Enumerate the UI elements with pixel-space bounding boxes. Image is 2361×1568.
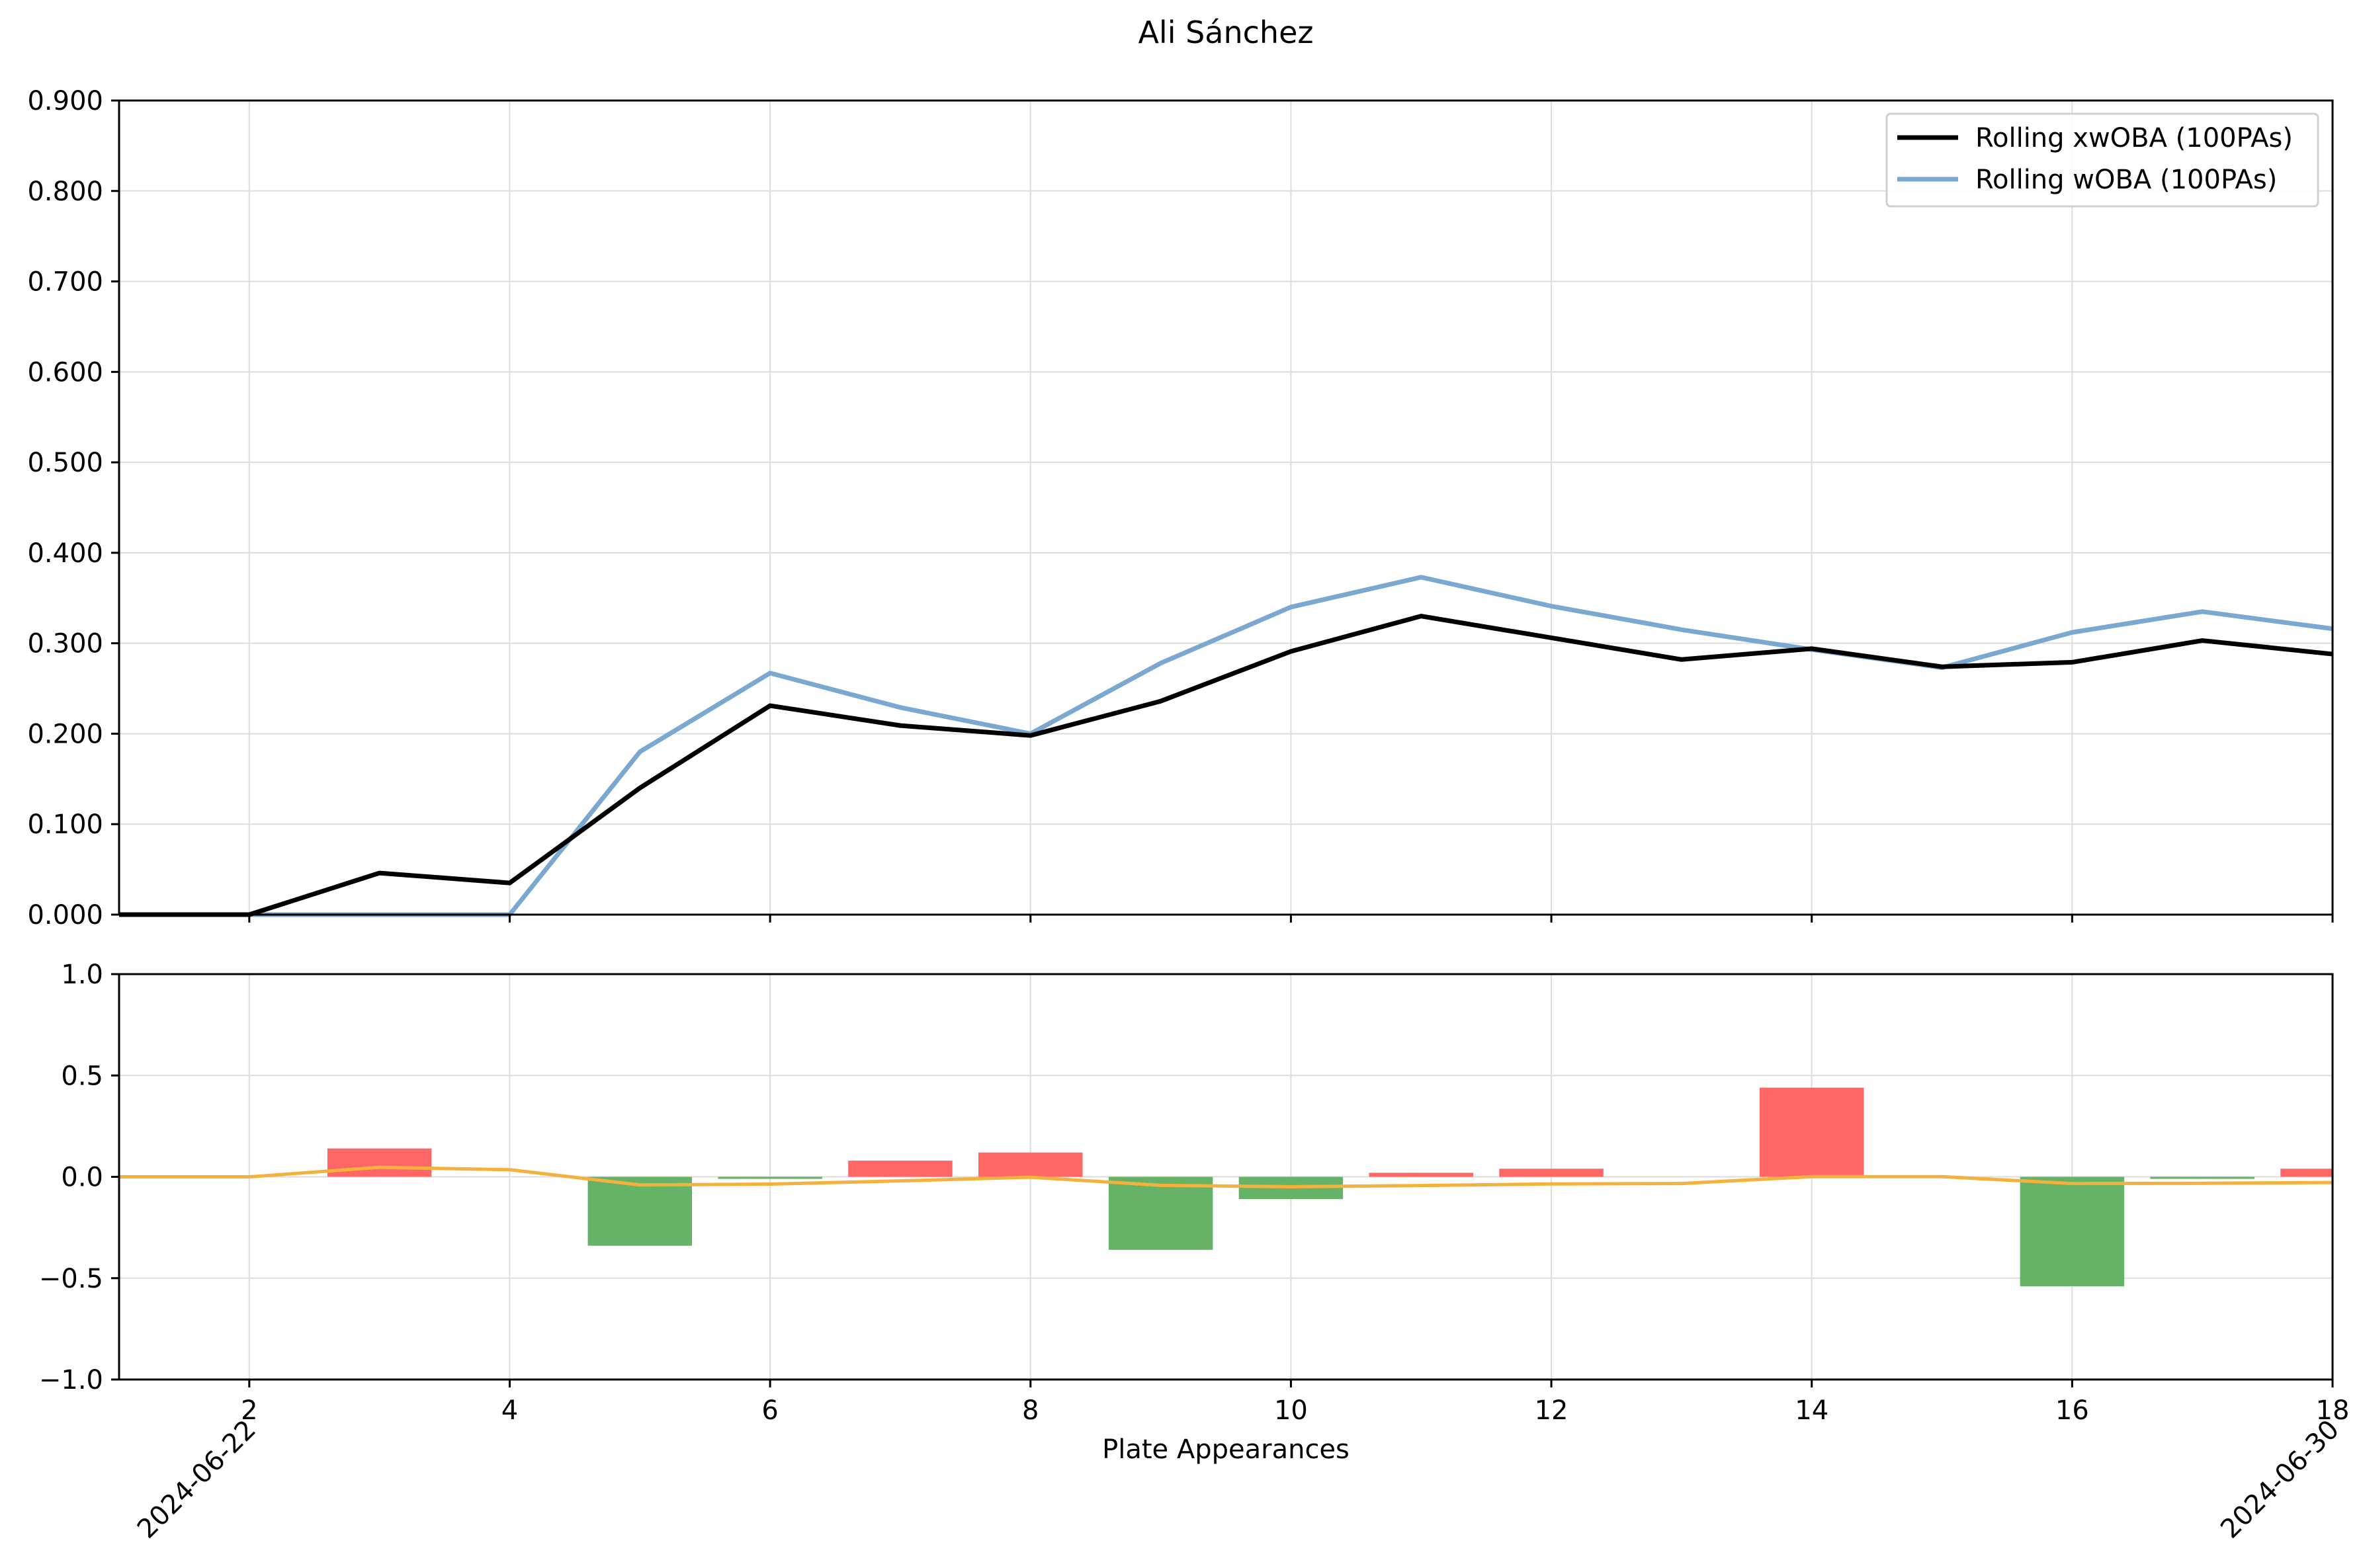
bottom-y-tick-label: −1.0 bbox=[39, 1365, 103, 1395]
difference-bar bbox=[1108, 1176, 1213, 1250]
top-y-tick-label: 0.500 bbox=[27, 448, 103, 478]
bottom-y-tick-label: −0.5 bbox=[39, 1264, 103, 1294]
bottom-y-tick-label: 0.0 bbox=[61, 1163, 103, 1193]
top-y-tick-label: 0.600 bbox=[27, 357, 103, 388]
difference-bar bbox=[2020, 1176, 2125, 1287]
difference-bar bbox=[848, 1160, 953, 1177]
difference-bar bbox=[2150, 1176, 2254, 1179]
difference-bar bbox=[1369, 1173, 1473, 1177]
chart-title: Ali Sánchez bbox=[1138, 15, 1313, 50]
difference-bar bbox=[2280, 1169, 2333, 1177]
x-tick-label: 4 bbox=[501, 1395, 518, 1426]
x-tick-label: 16 bbox=[2055, 1395, 2089, 1426]
bottom-difference-line bbox=[119, 1165, 2333, 1189]
x-tick-label: 10 bbox=[1274, 1395, 1308, 1426]
top-gridlines bbox=[119, 100, 2333, 915]
top-x-ticks bbox=[248, 915, 2334, 923]
top-y-tick-label: 0.800 bbox=[27, 177, 103, 207]
x-tick-label: 8 bbox=[1022, 1395, 1039, 1426]
difference-bar bbox=[587, 1176, 693, 1246]
difference-bar bbox=[718, 1176, 822, 1179]
bottom-bars bbox=[327, 1087, 2333, 1287]
difference-bar bbox=[1499, 1169, 1604, 1177]
legend-label-woba: Rolling wOBA (100PAs) bbox=[1975, 165, 2277, 195]
x-tick-label: 6 bbox=[761, 1395, 778, 1426]
x-tick-label: 14 bbox=[1795, 1395, 1828, 1426]
difference-bar bbox=[327, 1148, 432, 1177]
bottom-y-tick-label: 0.5 bbox=[61, 1061, 103, 1091]
top-y-tick-label: 0.400 bbox=[27, 538, 103, 569]
top-y-ticks: 0.000 0.100 0.200 0.300 0.400 0.500 0.600 0.700… bbox=[27, 86, 119, 930]
x-tick-label: 2 bbox=[241, 1395, 257, 1426]
top-plot-frame bbox=[118, 99, 2334, 916]
top-chart: 0.000 0.100 0.200 0.300 0.400 0.500 0.600 0.700… bbox=[27, 86, 2334, 930]
top-y-tick-label: 0.100 bbox=[27, 809, 103, 840]
top-y-tick-label: 0.700 bbox=[27, 267, 103, 298]
top-y-tick-label: 0.900 bbox=[27, 86, 103, 116]
x-tick-label: 12 bbox=[1535, 1395, 1568, 1426]
bottom-y-tick-label: 1.0 bbox=[61, 960, 103, 990]
top-y-tick-label: 0.200 bbox=[27, 719, 103, 749]
legend: Rolling xwOBA (100PAs) Rolling wOBA (100… bbox=[1885, 112, 2319, 208]
x-axis-label: Plate Appearances bbox=[1102, 1434, 1350, 1465]
bottom-y-ticks: −1.0 −0.5 0.0 0.5 1.0 bbox=[39, 960, 119, 1395]
legend-label-xwoba: Rolling xwOBA (100PAs) bbox=[1975, 123, 2293, 153]
top-y-tick-label: 0.300 bbox=[27, 629, 103, 659]
difference-bar bbox=[978, 1152, 1083, 1177]
rolling-difference-line bbox=[119, 1165, 2333, 1189]
xwoba-series-line bbox=[119, 614, 2333, 917]
x-tick-label: 18 bbox=[2316, 1395, 2350, 1426]
bottom-x-ticks: 2 4 6 8 10 12 14 16 18 bbox=[241, 1380, 2349, 1426]
top-y-tick-label: 0.000 bbox=[27, 900, 103, 930]
legend-frame bbox=[1885, 112, 2319, 208]
difference-bar bbox=[1759, 1087, 1864, 1177]
